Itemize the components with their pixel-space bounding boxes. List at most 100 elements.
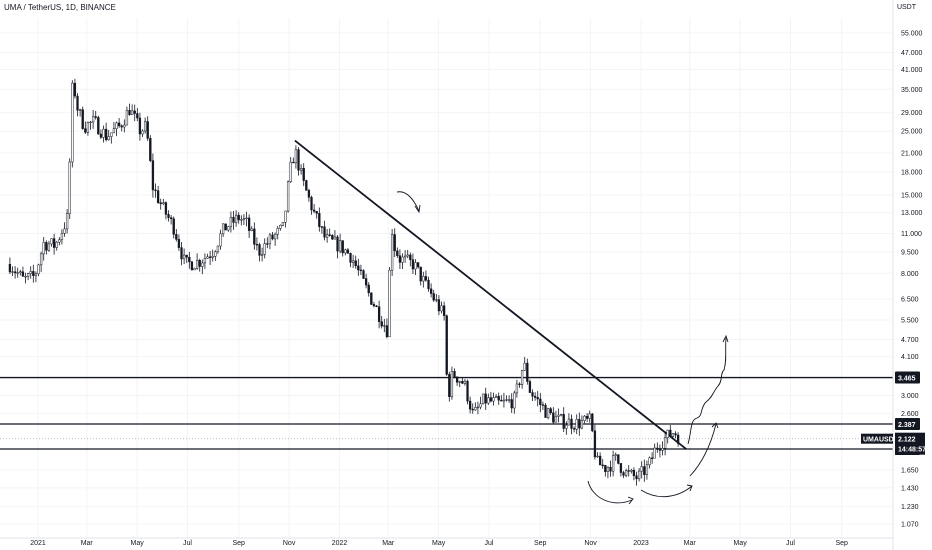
candle-body (648, 457, 651, 466)
candle-body (671, 433, 675, 437)
candle-body (227, 226, 230, 231)
candle-body (294, 149, 298, 164)
candle-body (364, 278, 368, 286)
candle-body (328, 234, 331, 236)
candle-body (260, 254, 264, 256)
candle-body (390, 234, 394, 271)
candle-body (86, 122, 90, 133)
candle-body (401, 256, 404, 263)
candle-body (458, 381, 461, 383)
candle-body (47, 243, 51, 251)
candle-body (533, 395, 537, 398)
level-price-label: 3.465 (898, 376, 916, 383)
candle-body (68, 161, 71, 214)
candle-body (143, 121, 147, 132)
candle-body (546, 408, 550, 418)
candle-body (455, 376, 459, 383)
candle-body (302, 168, 305, 181)
candle-body (307, 190, 311, 198)
candle-body (107, 136, 110, 141)
annotation-arrowhead (686, 484, 693, 492)
candle-body (416, 262, 420, 268)
candle-body (567, 418, 571, 426)
candle-body (91, 116, 95, 123)
candle-body (167, 214, 170, 218)
candle-body (591, 413, 594, 432)
candle-body (271, 234, 274, 240)
candle-body (315, 211, 318, 214)
symbol-tag (861, 433, 893, 444)
candle-body (442, 305, 446, 316)
x-tick-label: Sep (232, 540, 245, 547)
candle-body (149, 138, 152, 161)
candle-body (206, 256, 209, 259)
annotation-arrowhead (414, 204, 421, 214)
candle-body (73, 82, 77, 97)
candle-body (240, 219, 243, 221)
y-tick-label: 13.000 (901, 210, 923, 217)
candle-body (518, 383, 521, 386)
candle-body (292, 161, 295, 164)
candle-body (669, 429, 672, 437)
candle-body (487, 397, 490, 404)
candle-body (536, 397, 539, 400)
candle-body (323, 226, 326, 238)
x-tick-label: Nov (584, 540, 597, 547)
candle-body (188, 256, 191, 263)
candle-body (234, 214, 238, 223)
candle-body (388, 269, 391, 338)
candle-body (383, 325, 386, 327)
annotation-zigzag (687, 337, 727, 445)
horizontal-levels (0, 376, 893, 450)
candle-body (34, 273, 38, 276)
candle-body (58, 239, 61, 243)
candle-body (169, 217, 173, 219)
candle-body (354, 260, 357, 267)
candle-body (440, 305, 443, 312)
candle-body (63, 228, 66, 234)
y-tick-label: 29.000 (901, 110, 923, 117)
candle-body (471, 408, 474, 411)
candle-body (284, 210, 287, 223)
candle-body (281, 221, 285, 226)
candle-body (8, 263, 12, 273)
candle-body (609, 466, 612, 472)
x-tick-label: 2022 (332, 540, 348, 547)
level-price-tag (895, 371, 920, 384)
x-tick-label: Jul (183, 540, 192, 547)
candle-body (445, 315, 448, 375)
candle-body (539, 398, 542, 405)
candle-body (247, 217, 251, 231)
candle-body (541, 404, 545, 406)
candle-body (245, 217, 248, 219)
candle-body (279, 224, 282, 229)
candle-body (510, 399, 513, 409)
candle-body (427, 279, 430, 290)
candle-body (513, 392, 516, 409)
candle-body (468, 400, 472, 410)
candle-body (198, 259, 201, 267)
candle-body (341, 240, 344, 254)
candle-body (97, 117, 100, 135)
candle-body (318, 213, 321, 227)
candle-body (557, 414, 560, 417)
y-axis: 55.000 47.000 41.000 35.000 29.000 25.000 21.0… (892, 0, 923, 550)
x-tick-label: 2021 (30, 540, 46, 547)
candle-body (370, 292, 373, 305)
y-tick-label: 41.000 (901, 67, 923, 74)
candle-body (338, 240, 342, 252)
candle-body (60, 232, 64, 241)
candle-body (372, 304, 376, 307)
candle-body (24, 276, 27, 278)
candle-body (203, 258, 207, 264)
y-tick-label: 1.070 (901, 522, 919, 529)
candle-body (19, 271, 22, 273)
candle-body (346, 249, 350, 254)
candle-body (367, 284, 370, 294)
candle-body (466, 380, 469, 402)
candle-body (479, 403, 482, 408)
candle-body (221, 223, 225, 235)
candle-body (523, 362, 526, 371)
candle-body (377, 306, 381, 322)
